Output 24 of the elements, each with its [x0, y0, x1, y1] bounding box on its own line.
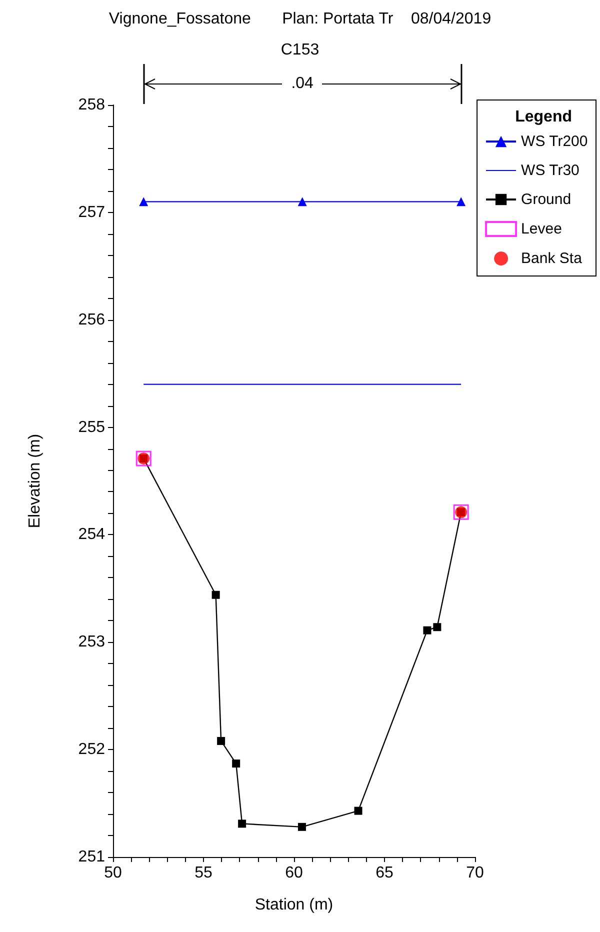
x-tick-label: 55 — [194, 864, 212, 882]
legend-label: WS Tr30 — [521, 162, 580, 179]
chart-title: Vignone_Fossatone Plan: Portata Tr 08/04/2019 — [108, 10, 492, 28]
y-tick-label: 255 — [78, 418, 106, 436]
x-tick-label: 65 — [376, 864, 394, 882]
y-tick-label: 258 — [78, 96, 106, 114]
text: .04 — [282, 74, 322, 94]
legend-label: Bank Sta — [521, 250, 583, 267]
x-tick-label: 60 — [285, 864, 303, 882]
chart-subtitle: C153 — [280, 42, 320, 58]
y-tick-label: 254 — [78, 526, 106, 544]
y-tick-label: 253 — [78, 634, 106, 651]
legend-title: Legend — [515, 108, 572, 126]
legend-label: Levee — [521, 220, 562, 238]
y-tick-label: 251 — [78, 848, 106, 866]
x-tick-label: 70 — [466, 864, 484, 882]
y-tick-label: 256 — [78, 311, 106, 328]
x-axis-title: Station (m) — [254, 896, 334, 914]
y-tick-label: 252 — [78, 741, 106, 758]
x-tick-label: 50 — [104, 864, 122, 882]
legend-label: WS Tr200 — [521, 133, 588, 150]
legend-label: Ground — [521, 191, 572, 208]
y-tick-label: 257 — [78, 204, 106, 221]
y-axis-title: Elevation (m) — [26, 434, 44, 528]
